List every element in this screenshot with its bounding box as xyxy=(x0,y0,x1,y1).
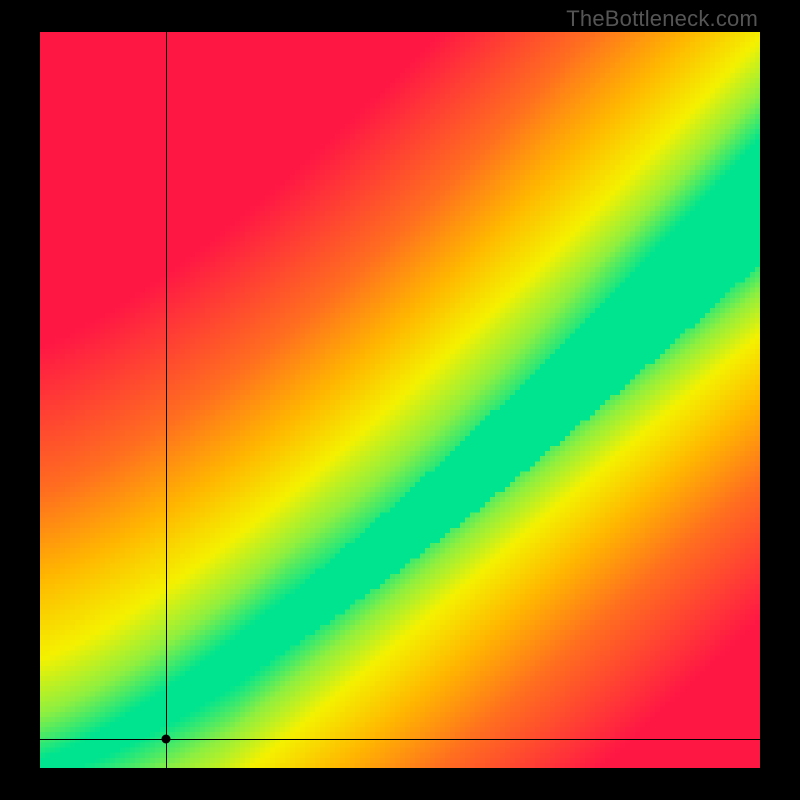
heatmap-canvas xyxy=(40,32,760,768)
crosshair-marker-dot xyxy=(162,734,171,743)
crosshair-horizontal-line xyxy=(40,739,760,740)
crosshair-vertical-line xyxy=(166,32,167,768)
heatmap-plot-area xyxy=(40,32,760,768)
watermark-text: TheBottleneck.com xyxy=(566,6,758,32)
